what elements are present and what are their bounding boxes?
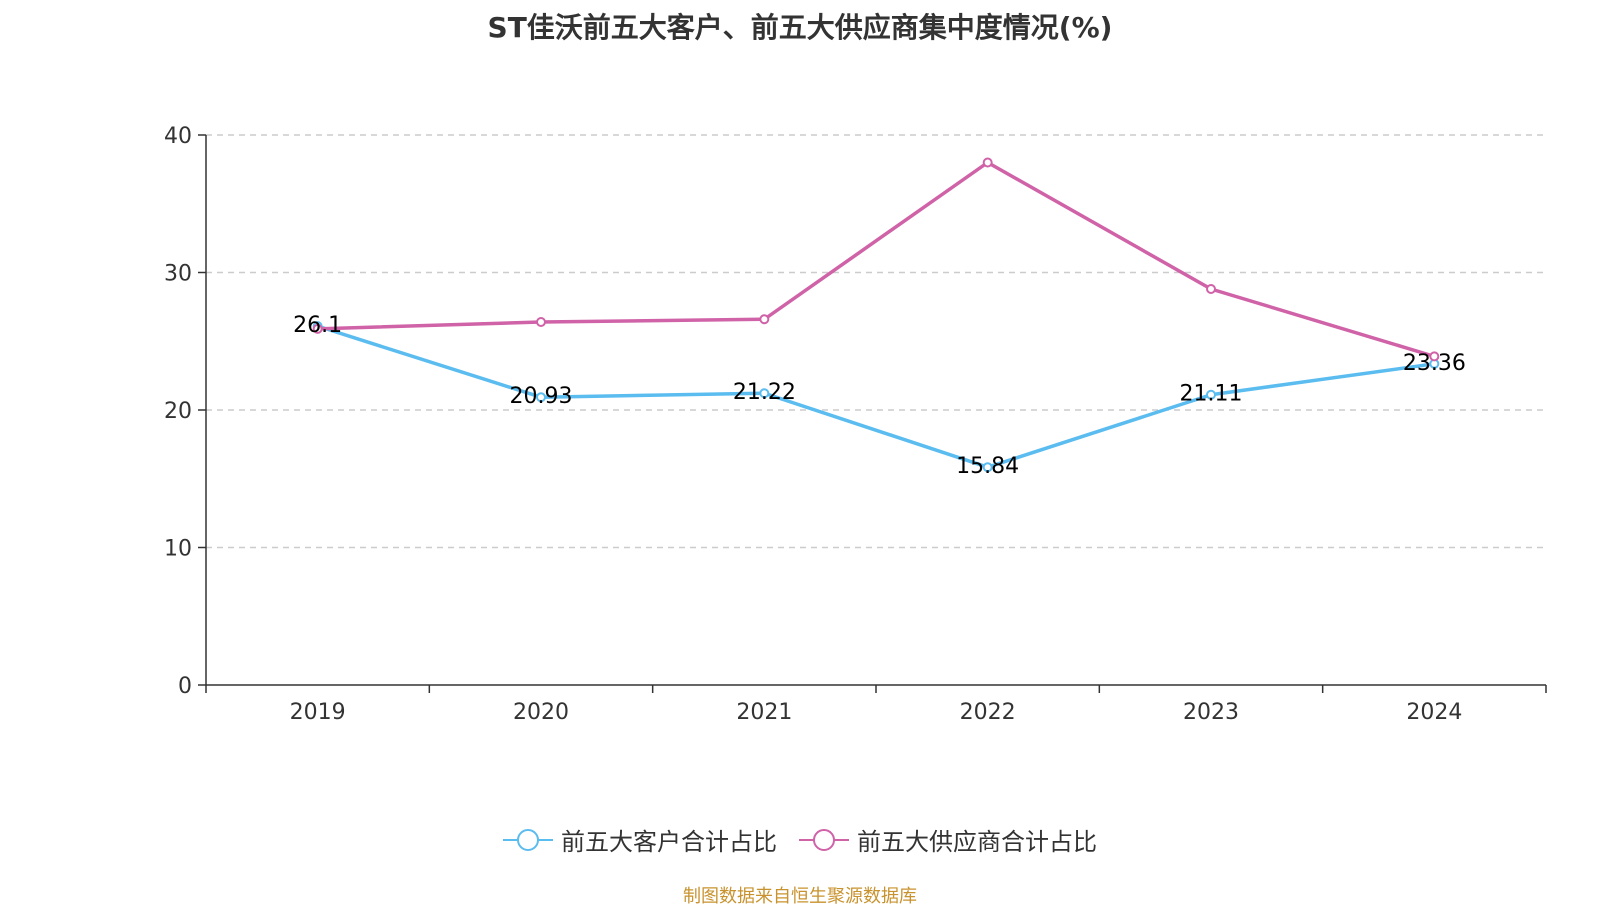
x-tick-label: 2024 [1406,700,1462,725]
legend-item-customers[interactable]: 前五大客户合计占比 [503,822,777,857]
data-point-0 [759,388,770,399]
legend-label-customers: 前五大客户合计占比 [561,828,777,856]
legend-marker-suppliers [799,828,849,851]
legend-marker-customers [503,828,553,851]
data-label: 21.11 [1180,382,1243,407]
data-label: 15.84 [956,454,1019,479]
x-tick-label: 2020 [513,700,569,725]
legend-item-suppliers[interactable]: 前五大供应商合计占比 [799,822,1097,857]
y-tick-label: 30 [164,262,192,287]
y-tick-label: 40 [164,124,192,149]
data-point-1 [759,314,770,325]
data-point-0 [1206,389,1216,400]
data-point-1 [1206,284,1216,294]
x-tick-label: 2021 [736,700,792,725]
data-label: 26.1 [293,313,342,338]
data-point-0 [536,392,546,403]
x-tick-label: 2019 [290,700,346,725]
chart-title: ST佳沃前五大客户、前五大供应商集中度情况(%) [487,11,1113,44]
y-tick-label: 0 [178,674,192,699]
x-tick-label: 2022 [960,700,1016,725]
data-point-1 [982,157,993,168]
y-tick-label: 10 [164,537,192,562]
data-point-0 [982,462,993,473]
data-label: 20.93 [510,384,573,409]
source-note: 制图数据来自恒生聚源数据库 [683,886,917,907]
line-chart: 0 10 20 30 40 2019 2020 2021 2022 2023 2024 26.1 20.… [164,124,1547,725]
data-point-1 [1429,351,1440,362]
data-point-1 [536,317,546,327]
data-label: 23.36 [1403,351,1466,376]
legend-label-suppliers: 前五大供应商合计占比 [857,828,1097,856]
series-line-1 [317,160,1435,359]
x-tick-label: 2023 [1183,700,1239,725]
legend: 前五大客户合计占比 前五大供应商合计占比 [0,822,1600,857]
y-tick-label: 20 [164,399,192,424]
data-label: 21.22 [733,380,796,405]
data-point-1 [312,323,323,334]
series-line-0 [317,324,1435,469]
